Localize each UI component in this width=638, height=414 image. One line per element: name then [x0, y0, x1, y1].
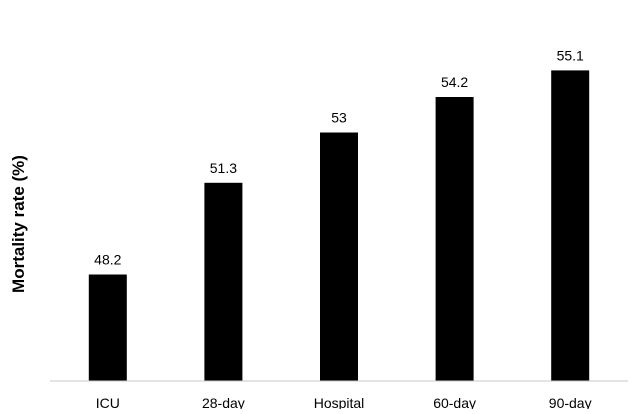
- bar-28-day: [204, 182, 243, 381]
- x-tick-label: 60-day: [433, 395, 476, 409]
- bar-90-day: [551, 70, 590, 382]
- bars-group: [88, 70, 590, 382]
- x-tick-label: 28-day: [202, 395, 245, 409]
- data-label: 55.1: [557, 47, 584, 63]
- data-labels-group: 48.2 51.3 53 54.2 55.1: [94, 47, 584, 267]
- x-tick-label: ICU: [96, 395, 120, 409]
- bar-hospital: [320, 132, 358, 381]
- x-tick-labels-group: ICU 28-day Hospital 60-day 90-day: [96, 395, 592, 411]
- x-tick-label: Hospital: [314, 395, 365, 409]
- x-tick-label: 90-day: [549, 395, 592, 409]
- bar-icu: [88, 274, 127, 381]
- y-axis-title: Mortality rate (%): [9, 155, 28, 293]
- data-label: 54.2: [441, 74, 468, 90]
- data-label: 53: [331, 110, 347, 126]
- bar-60-day: [435, 97, 474, 381]
- data-label: 51.3: [210, 160, 237, 176]
- data-label: 48.2: [94, 252, 121, 268]
